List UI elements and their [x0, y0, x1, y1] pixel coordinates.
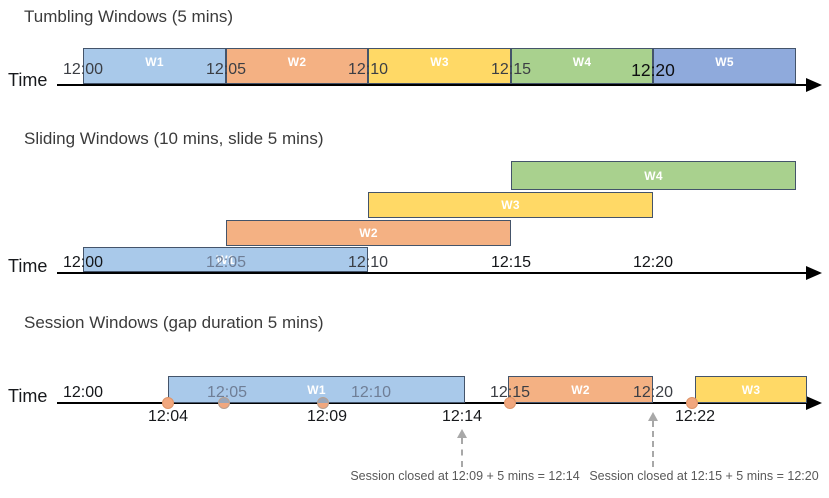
session-close-annotation: Session closed at 12:09 + 5 mins = 12:14 [350, 469, 580, 483]
tumbling-window-bar-w1: W1 [83, 48, 226, 84]
time-axis-label: Time [8, 70, 48, 90]
window-label: W1 [307, 382, 326, 397]
tick-label: 12:00 [62, 384, 104, 401]
event-time-label: 12:14 [441, 408, 483, 425]
session-section-title: Session Windows (gap duration 5 mins) [24, 313, 324, 332]
time-axis [57, 402, 807, 404]
tumbling-window-bar-w2: W2 [226, 48, 368, 84]
session-close-annotation: Session closed at 12:15 + 5 mins = 12:20 [589, 469, 819, 483]
tumbling-window-bar-w3: W3 [368, 48, 511, 84]
tick-label: 12:05 [206, 384, 248, 401]
session-window-bar-w3: W3 [695, 376, 807, 403]
sliding-window-bar-w2: W2 [226, 220, 511, 246]
event-dot [317, 397, 329, 409]
sliding-window-bar-w3: W3 [368, 192, 653, 218]
tick-label: 12:10 [347, 61, 389, 78]
tick-label: 12:05 [205, 61, 247, 78]
tick-label: 12:10 [347, 254, 389, 271]
tick-label: 12:05 [205, 254, 247, 271]
window-label: W2 [571, 382, 590, 397]
session-window-bar-w1: W1 [168, 376, 465, 403]
session-window-bar-w2: W2 [508, 376, 653, 403]
window-label: W2 [359, 226, 378, 240]
tick-label: 12:00 [62, 254, 104, 271]
time-axis-label: Time [8, 386, 48, 406]
dashed-up-arrow-icon [648, 412, 658, 467]
tick-label: 12:15 [489, 384, 531, 401]
window-label: W1 [216, 252, 235, 267]
window-label: W1 [145, 55, 164, 69]
tick-label: 12:20 [632, 384, 674, 401]
axis-arrowhead-icon [806, 266, 822, 280]
arrowhead-icon [457, 429, 467, 438]
event-time-label: 12:09 [306, 408, 348, 425]
event-dot [162, 397, 174, 409]
tick-label: 12:00 [62, 61, 104, 78]
tick-label: 12:15 [490, 61, 532, 78]
sliding-window-bar-w1: W1 [83, 247, 368, 272]
event-time-label: 12:22 [674, 408, 716, 425]
tick-label: 12:15 [490, 254, 532, 271]
dashed-up-arrow-icon [457, 429, 467, 467]
event-dot [686, 397, 698, 409]
window-label: W2 [287, 55, 307, 69]
window-label: W3 [430, 55, 449, 69]
tumbling-window-bar-w4: W4 [511, 48, 653, 84]
event-time-label: 12:04 [147, 408, 189, 425]
event-dot [218, 397, 230, 409]
window-label: W3 [501, 198, 520, 212]
tick-label: 12:20 [631, 60, 675, 80]
window-label: W5 [715, 55, 734, 69]
tick-label: 12:20 [632, 254, 674, 271]
window-label: W4 [644, 168, 663, 183]
time-axis-label: Time [8, 256, 48, 276]
tick-label: 12:10 [350, 384, 392, 401]
arrow-stem [461, 438, 463, 467]
sliding-window-bar-w4: W4 [511, 161, 796, 190]
tumbling-section-title: Tumbling Windows (5 mins) [24, 7, 234, 26]
axis-arrowhead-icon [806, 78, 822, 92]
window-label: W3 [741, 382, 761, 397]
arrow-stem [652, 421, 654, 467]
event-dot [504, 397, 516, 409]
axis-arrowhead-icon [806, 396, 822, 410]
time-axis [57, 84, 807, 86]
sliding-section-title: Sliding Windows (10 mins, slide 5 mins) [24, 129, 324, 148]
arrowhead-icon [648, 412, 658, 421]
tumbling-window-bar-w5: W5 [653, 48, 796, 84]
window-label: W4 [572, 55, 592, 69]
time-axis [57, 272, 807, 274]
